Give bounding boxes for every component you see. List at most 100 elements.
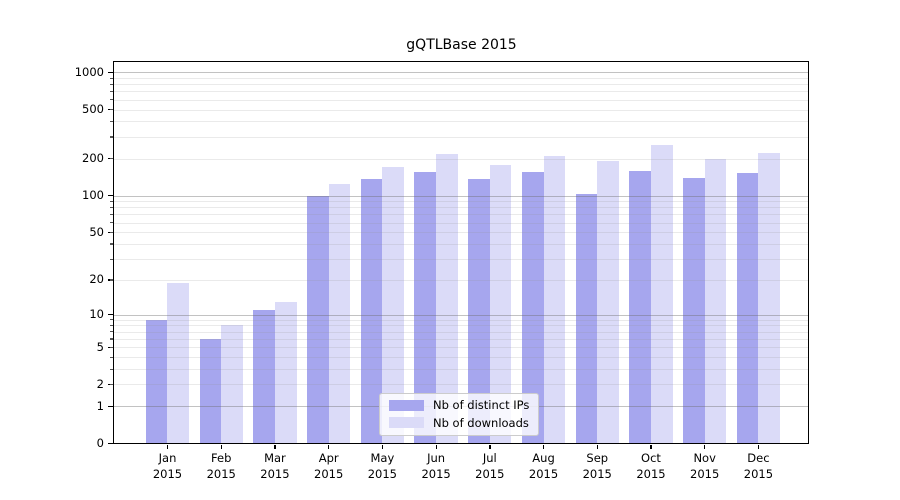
legend-label: Nb of distinct IPs <box>433 398 530 413</box>
bar-distinct-ips <box>360 178 383 444</box>
x-axis-tick-mark <box>328 444 330 450</box>
y-axis-minor-tick-mark <box>110 109 113 111</box>
y-axis-tick-label: 50 <box>89 224 104 239</box>
y-axis-minor-tick-mark <box>110 319 113 321</box>
y-axis-minor-tick-mark <box>110 356 113 358</box>
bar-downloads <box>274 301 297 444</box>
x-tick-year: 2015 <box>528 466 559 481</box>
gridline-minor <box>113 158 808 160</box>
x-tick-year: 2015 <box>206 466 236 481</box>
x-tick-year: 2015 <box>421 466 451 481</box>
bar-downloads <box>328 183 351 444</box>
y-axis-minor-tick-mark <box>110 90 113 93</box>
x-axis-tick-label: Dec 2015 <box>730 451 786 482</box>
x-tick-month: Nov <box>693 451 716 465</box>
gridline-minor <box>113 347 808 349</box>
gridline-minor <box>113 222 808 224</box>
gridline-minor <box>113 259 808 260</box>
x-tick-month: May <box>370 451 395 465</box>
y-axis-tick-label: 200 <box>82 151 104 166</box>
y-axis-minor-tick-mark <box>110 83 113 85</box>
bar-distinct-ips <box>414 171 437 444</box>
legend-swatch-downloads <box>389 417 424 429</box>
x-tick-month: Aug <box>532 451 555 465</box>
y-axis-tick-label: 10 <box>89 307 104 322</box>
y-axis-tick-label: 500 <box>82 102 104 117</box>
bar-downloads <box>382 166 404 444</box>
y-axis-minor-tick-mark <box>110 383 113 386</box>
x-axis-tick-label: May 2015 <box>354 451 410 482</box>
gridline-minor <box>113 357 808 359</box>
y-axis-minor-tick-mark <box>110 136 113 138</box>
y-axis-minor-tick-mark <box>110 206 113 209</box>
x-tick-year: 2015 <box>743 466 774 481</box>
x-tick-month: Apr <box>318 451 339 465</box>
y-axis-minor-tick-mark <box>110 200 113 202</box>
y-axis-minor-tick-mark <box>110 338 113 340</box>
y-axis-minor-tick-mark <box>110 158 113 160</box>
bar-downloads <box>167 282 190 444</box>
gridline-minor <box>113 325 808 327</box>
gridline-minor <box>113 243 808 245</box>
x-axis-tick-mark <box>757 444 760 450</box>
x-axis-tick-label: Jun 2015 <box>408 451 464 482</box>
chart-title: gQTLBase 2015 <box>406 37 517 53</box>
y-axis-minor-tick-mark <box>110 77 113 79</box>
y-axis-tick-label: 5 <box>96 339 104 354</box>
y-axis-minor-tick-mark <box>110 346 113 348</box>
bar-downloads <box>758 152 780 444</box>
gridline-minor <box>113 207 808 209</box>
gridline-minor <box>113 99 808 101</box>
x-axis-tick-mark <box>596 444 598 450</box>
y-axis-minor-tick-mark <box>110 222 113 224</box>
x-tick-month: Sep <box>586 451 609 465</box>
x-tick-year: 2015 <box>475 466 505 481</box>
bar-downloads <box>650 144 673 444</box>
gridline-major <box>113 195 808 197</box>
bar-distinct-ips <box>736 172 759 444</box>
x-axis-tick-mark <box>167 444 169 450</box>
bar-distinct-ips <box>253 310 275 444</box>
y-axis-tick-mark <box>108 71 113 74</box>
legend-swatch-distinct-ips <box>389 399 424 411</box>
bar-downloads <box>543 155 566 444</box>
x-tick-year: 2015 <box>367 466 398 481</box>
x-axis-tick-mark <box>274 444 276 450</box>
x-axis-tick-label: Jul 2015 <box>462 451 518 482</box>
y-axis-minor-tick-mark <box>110 279 113 281</box>
x-tick-year: 2015 <box>690 466 720 481</box>
x-tick-month: Jul <box>482 451 497 465</box>
y-axis-tick-label: 2 <box>96 376 104 391</box>
plot-area <box>112 60 809 445</box>
x-tick-year: 2015 <box>152 466 183 481</box>
x-tick-month: Jun <box>427 451 446 465</box>
y-axis-minor-tick-mark <box>110 213 113 216</box>
bar-downloads <box>221 325 243 444</box>
gridline-minor <box>113 121 808 123</box>
bar-distinct-ips <box>468 179 490 444</box>
y-axis-minor-tick-mark <box>110 331 113 333</box>
y-axis-minor-tick-mark <box>110 368 113 370</box>
y-axis-minor-tick-mark <box>110 243 113 245</box>
x-tick-month: Jan <box>158 451 177 465</box>
gridline-minor <box>113 384 808 386</box>
x-tick-year: 2015 <box>582 466 612 481</box>
gridline-minor <box>113 77 808 79</box>
x-axis-tick-label: Nov 2015 <box>677 451 733 482</box>
gridline-major <box>113 314 808 316</box>
gridline-minor <box>113 109 808 111</box>
y-axis-tick-mark <box>108 195 113 197</box>
y-axis-tick-mark <box>108 314 113 316</box>
bar-distinct-ips <box>199 338 222 444</box>
x-tick-month: Dec <box>747 451 770 465</box>
x-axis-tick-mark <box>704 444 706 450</box>
y-axis-tick-mark <box>108 443 113 445</box>
gridline-minor <box>113 91 808 93</box>
x-axis-tick-mark <box>220 444 222 450</box>
y-axis-tick-label: 100 <box>82 188 104 203</box>
gridline-minor <box>113 201 808 203</box>
gridline-minor <box>113 232 808 234</box>
x-tick-year: 2015 <box>636 466 666 481</box>
y-axis-minor-tick-mark <box>110 99 113 101</box>
